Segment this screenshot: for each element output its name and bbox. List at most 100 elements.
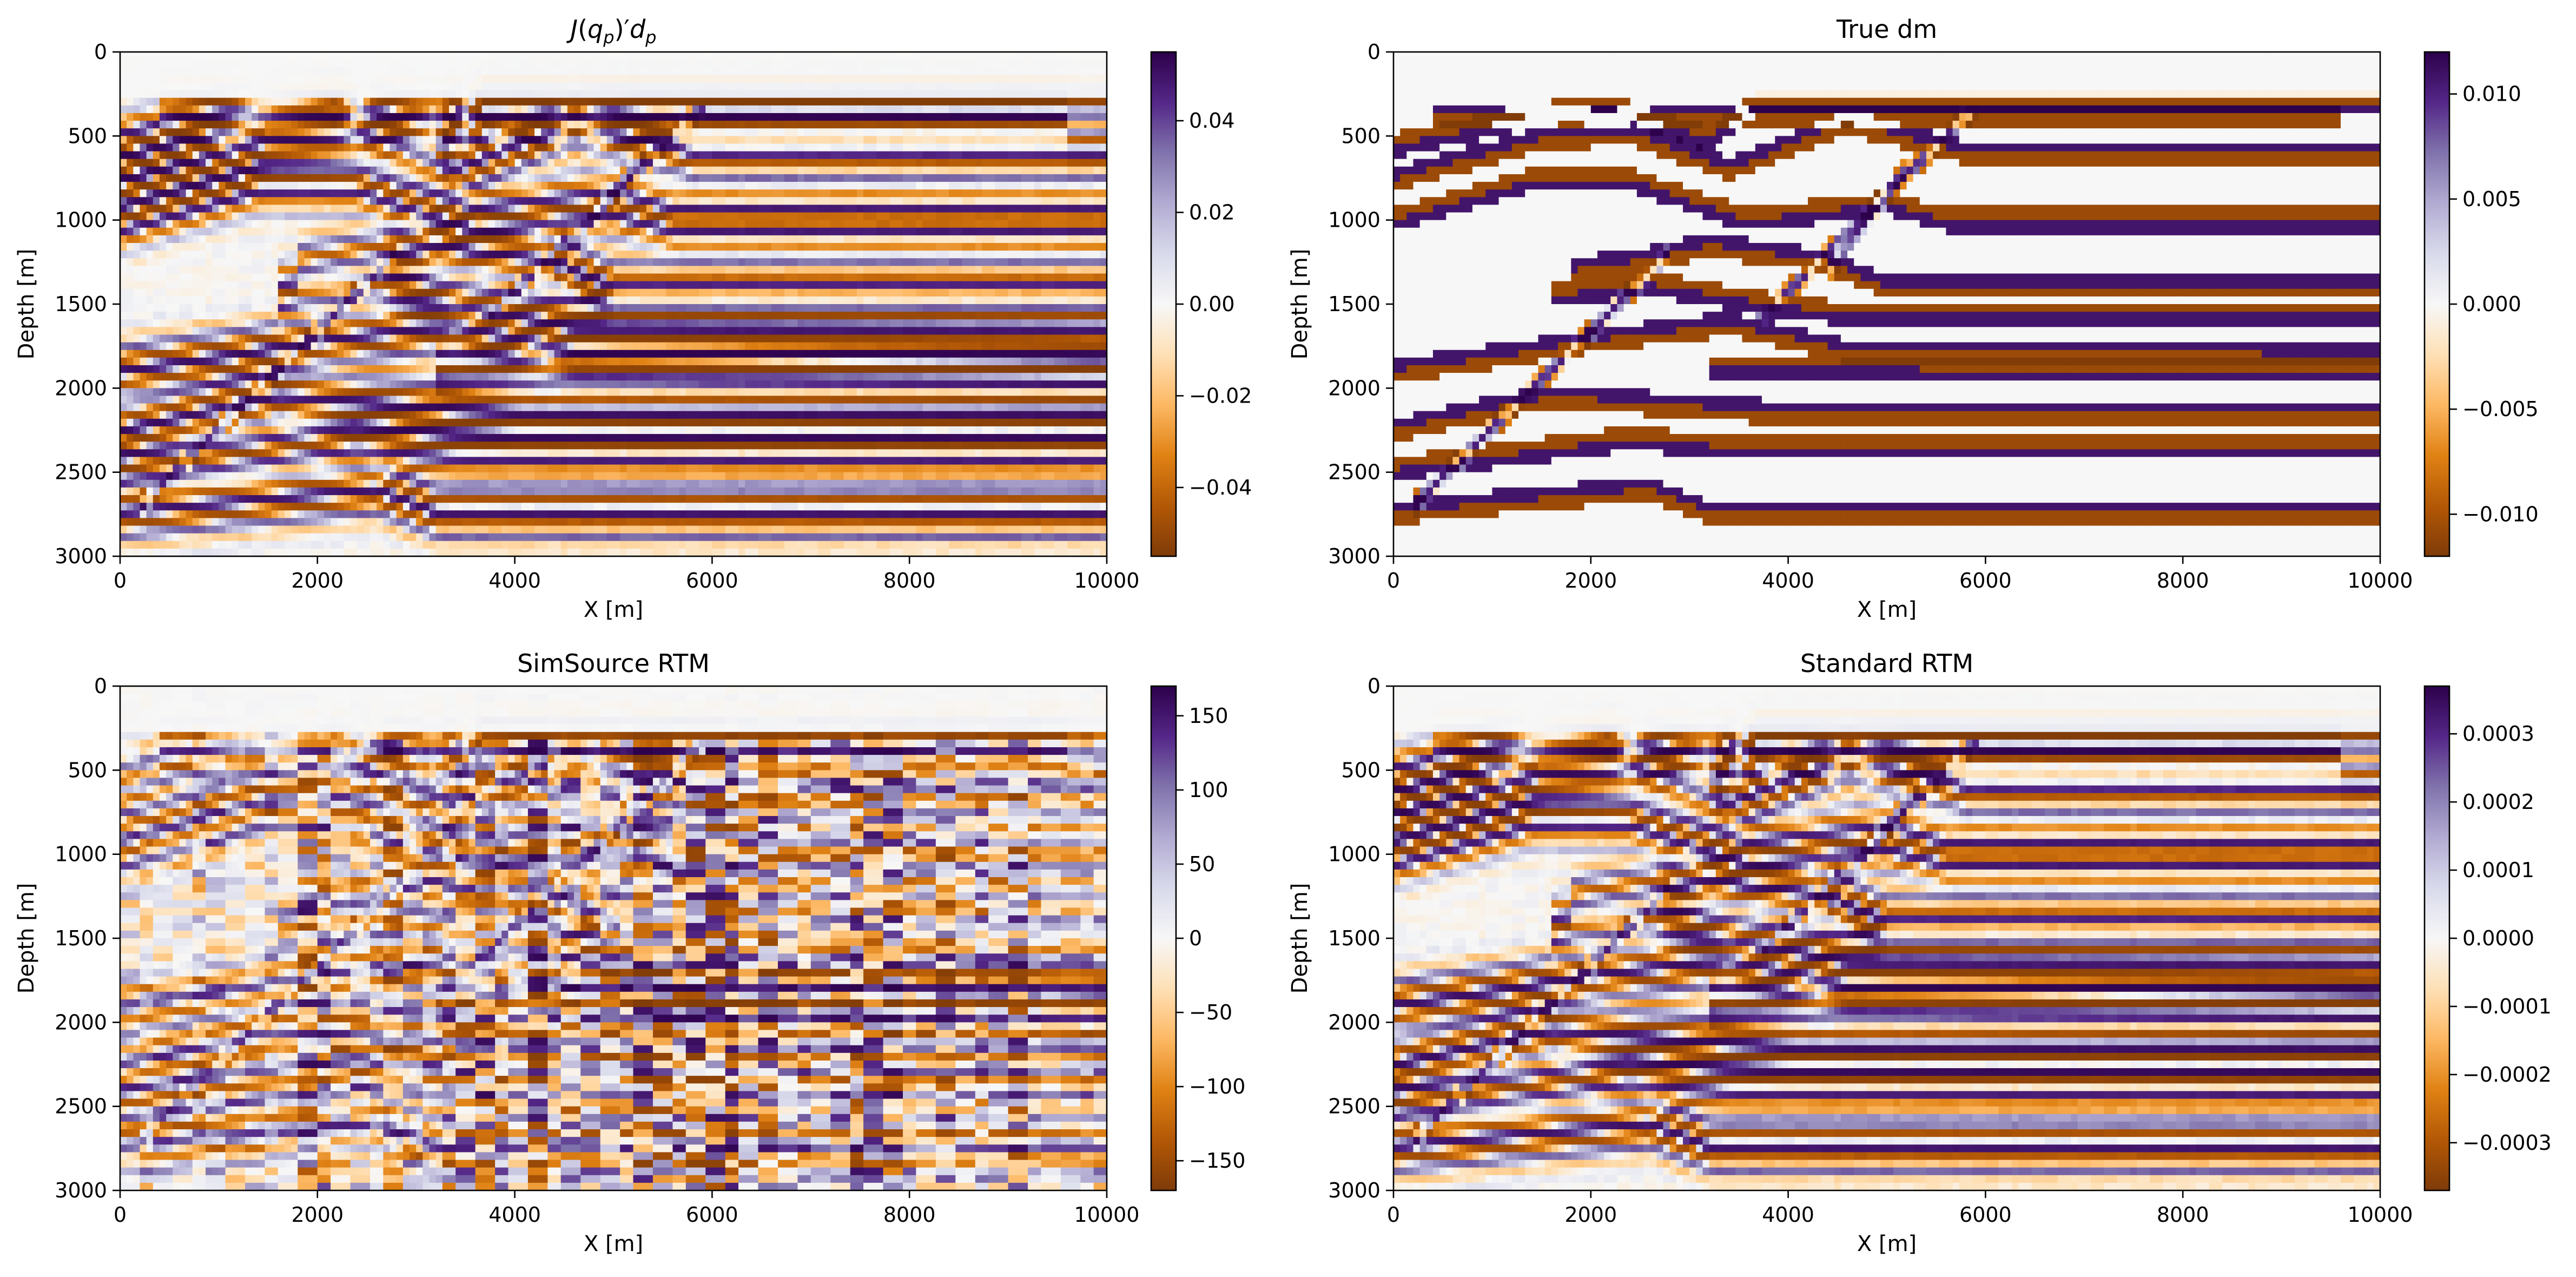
colorbar-tick-label: 0.0000	[2462, 926, 2534, 950]
y-tick-label: 0	[94, 674, 107, 698]
colorbar-tick-label: −50	[1189, 1000, 1232, 1024]
x-tick-label: 10000	[1074, 569, 1140, 593]
x-tick-label: 10000	[2348, 569, 2413, 593]
x-tick-label: 8000	[2157, 1203, 2209, 1227]
panel-3: 0 2000 4000 6000 8000 10000050010001500200025…	[14, 649, 1245, 1256]
colorbar-tick-label: 0.000	[2462, 292, 2521, 316]
x-tick-label: 6000	[686, 1203, 738, 1227]
y-tick-label: 1000	[55, 208, 107, 232]
y-axis-label: Depth [m]	[14, 883, 39, 994]
x-tick-label: 4000	[488, 569, 541, 593]
colorbar-tick-label: −0.010	[2462, 502, 2539, 526]
y-tick-label: 2000	[1328, 1010, 1381, 1034]
colorbar-tick-label: 0	[1189, 926, 1202, 950]
x-tick-label: 2000	[291, 569, 344, 593]
x-tick-label: 2000	[291, 1203, 344, 1227]
x-axis-label: X [m]	[1857, 1232, 1917, 1256]
colorbar-tick-label: 0.02	[1189, 201, 1235, 225]
y-tick-label: 3000	[1328, 1179, 1381, 1202]
panel-title: J(qp)′dp	[566, 15, 657, 48]
colorbar	[2425, 686, 2449, 1190]
x-tick-label: 6000	[1959, 1203, 2012, 1227]
y-tick-label: 1500	[55, 926, 107, 950]
y-tick-label: 0	[1368, 674, 1381, 698]
x-tick-label: 10000	[2348, 1203, 2413, 1227]
colorbar	[1151, 52, 1176, 556]
x-tick-label: 0	[114, 1203, 127, 1227]
x-tick-label: 4000	[488, 1203, 541, 1227]
heatmap-image	[1393, 686, 2380, 1190]
colorbar-tick-label: 0.00	[1189, 292, 1235, 316]
x-axis-label: X [m]	[584, 1232, 643, 1256]
colorbar-tick-label: 150	[1189, 704, 1228, 728]
x-tick-label: 4000	[1762, 569, 1814, 593]
x-tick-label: 8000	[2157, 569, 2209, 593]
y-tick-label: 0	[94, 40, 107, 64]
y-tick-label: 3000	[1328, 544, 1381, 568]
y-tick-label: 500	[68, 758, 107, 782]
x-axis-label: X [m]	[1857, 597, 1917, 622]
colorbar-tick-label: 0.0003	[2462, 722, 2534, 746]
colorbar-tick-label: 50	[1189, 852, 1215, 876]
y-tick-label: 2000	[55, 1010, 107, 1034]
x-tick-label: 2000	[1564, 569, 1617, 593]
y-tick-label: 3000	[55, 1179, 107, 1202]
panel-4: 0 2000 4000 6000 8000 10000 0 500 1000 1500 2000 25…	[1287, 649, 2552, 1256]
panel-2: 0 2000 4000 6000 8000 10000 0 500 1000 1500 2000 25…	[1287, 15, 2539, 622]
colorbar-tick-label: −0.0001	[2462, 995, 2552, 1018]
panel-title: Standard RTM	[1800, 649, 1973, 678]
colorbar-tick-label: 0.04	[1189, 109, 1235, 133]
y-tick-label: 0	[1368, 40, 1381, 64]
colorbar	[1151, 686, 1176, 1190]
y-tick-label: 2500	[55, 460, 107, 484]
panel-title: True dm	[1836, 15, 1937, 44]
y-tick-label: 1000	[1328, 842, 1381, 866]
y-tick-label: 500	[1341, 124, 1381, 148]
x-tick-label: 0	[114, 569, 127, 593]
y-tick-label: 1000	[1328, 208, 1381, 232]
x-tick-label: 8000	[883, 569, 936, 593]
colorbar-tick-label: −0.04	[1189, 476, 1252, 499]
y-tick-label: 500	[1341, 758, 1381, 782]
y-tick-label: 1000	[55, 842, 107, 866]
y-tick-label: 2000	[55, 376, 107, 400]
panel-1: 0 2000 4000 6000 8000 10000 0 500 1000 1500 2000 25…	[14, 15, 1252, 622]
colorbar-tick-label: −150	[1189, 1149, 1245, 1173]
y-axis-label: Depth [m]	[14, 249, 39, 360]
y-tick-label: 2000	[1328, 376, 1381, 400]
y-tick-label: 1500	[1328, 926, 1381, 950]
y-tick-label: 2500	[1328, 460, 1381, 484]
y-tick-label: 2500	[55, 1095, 107, 1118]
y-axis-label: Depth [m]	[1287, 883, 1312, 994]
x-tick-label: 2000	[1564, 1203, 1617, 1227]
y-tick-label: 3000	[55, 544, 107, 568]
colorbar	[2425, 52, 2449, 556]
colorbar-tick-label: −0.0003	[2462, 1131, 2552, 1155]
colorbar-tick-label: −0.005	[2462, 397, 2539, 421]
y-tick-label: 1500	[1328, 292, 1381, 316]
heatmap-image	[1393, 52, 2380, 556]
colorbar-tick-label: 100	[1189, 778, 1228, 802]
panel-title: SimSource RTM	[517, 649, 710, 678]
x-tick-label: 0	[1387, 569, 1400, 593]
colorbar-tick-label: −100	[1189, 1075, 1245, 1098]
x-tick-label: 6000	[686, 569, 738, 593]
x-tick-label: 0	[1387, 1203, 1400, 1227]
x-tick-label: 10000	[1074, 1203, 1140, 1227]
colorbar-tick-label: 0.005	[2462, 187, 2521, 211]
x-tick-label: 6000	[1959, 569, 2012, 593]
colorbar-tick-label: 0.010	[2462, 82, 2521, 106]
y-tick-label: 2500	[1328, 1095, 1381, 1118]
x-tick-label: 8000	[883, 1203, 936, 1227]
colorbar-tick-label: −0.0002	[2462, 1063, 2552, 1087]
heatmap-image	[120, 52, 1107, 556]
colorbar-tick-label: 0.0002	[2462, 790, 2534, 814]
x-axis-label: X [m]	[584, 597, 643, 622]
y-tick-label: 500	[68, 124, 107, 148]
y-tick-label: 1500	[55, 292, 107, 316]
heatmap-image	[120, 686, 1107, 1190]
y-axis-label: Depth [m]	[1287, 249, 1312, 360]
x-tick-label: 4000	[1762, 1203, 1814, 1227]
colorbar-tick-label: −0.02	[1189, 384, 1252, 407]
